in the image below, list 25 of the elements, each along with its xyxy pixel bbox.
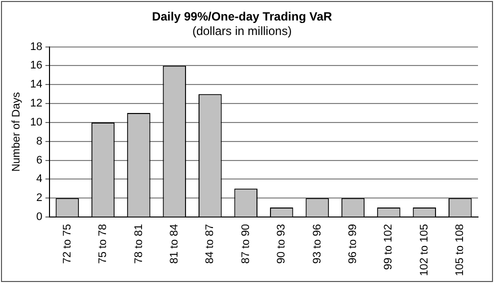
y-tick-label: 8 (36, 135, 42, 148)
y-tick-label: 6 (36, 154, 42, 166)
x-tick-label: 93 to 96 (311, 224, 324, 264)
x-tick-label: 102 to 105 (418, 224, 430, 276)
y-tick-label: 0 (36, 211, 42, 224)
y-tick-label: 10 (30, 116, 42, 128)
y-tick-label: 2 (36, 192, 42, 204)
x-tick-label: 87 to 90 (240, 224, 252, 264)
y-tick-label: 14 (30, 78, 42, 91)
x-tick-label: 72 to 75 (61, 224, 74, 264)
y-tick-label: 12 (30, 98, 42, 110)
x-tick-label: 81 to 84 (168, 224, 180, 264)
x-tick-label: 90 to 93 (276, 224, 288, 264)
x-tick-label: 99 to 102 (382, 224, 395, 270)
y-tick-label: 4 (36, 173, 42, 186)
y-tick-label: 18 (30, 40, 42, 53)
y-tick-label: 16 (30, 60, 42, 72)
chart-title: Daily 99%/One-day Trading VaR (152, 10, 332, 24)
x-tick-label: 75 to 78 (97, 224, 110, 264)
chart-subtitle: (dollars in millions) (192, 24, 292, 38)
x-tick-label: 84 to 87 (204, 224, 216, 264)
x-tick-label: 96 to 99 (347, 224, 360, 264)
x-tick-label: 78 to 81 (132, 224, 145, 264)
y-axis-title: Number of Days (10, 92, 23, 172)
x-tick-label: 105 to 108 (454, 224, 466, 276)
